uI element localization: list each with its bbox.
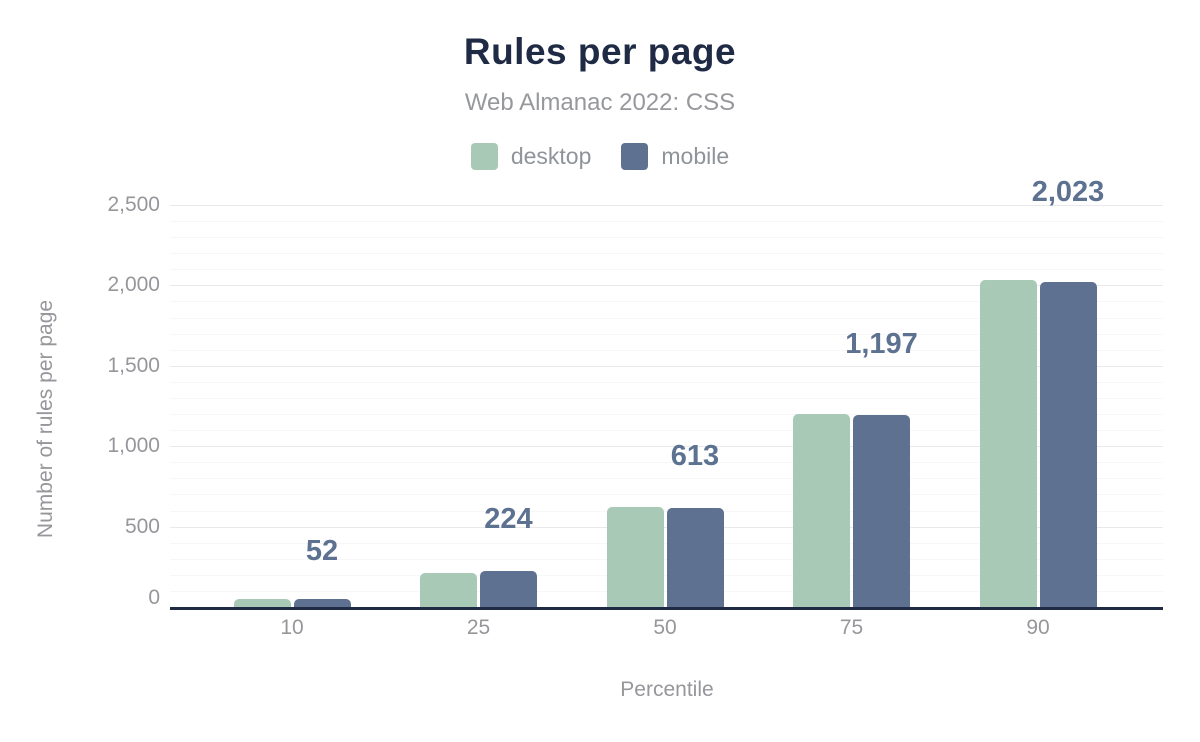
bar-mobile-p25[interactable]: [480, 570, 537, 607]
legend-label-mobile: mobile: [661, 142, 730, 169]
x-axis-title: Percentile: [620, 678, 714, 701]
bar-desktop-p90[interactable]: [979, 279, 1037, 607]
gridline-minor: [170, 333, 1163, 335]
bar-desktop-p25[interactable]: [420, 573, 477, 607]
chart-title: Rules per page: [463, 31, 737, 72]
gridline-minor: [170, 317, 1163, 319]
gridline-major: [170, 285, 1163, 287]
x-tick-label: 50: [653, 616, 677, 639]
data-label-p25: 224: [484, 502, 533, 535]
gridline-major: [170, 205, 1163, 206]
x-tick-label: 10: [280, 616, 304, 639]
y-tick-label: 1,000: [107, 434, 160, 458]
gridline-minor: [170, 349, 1163, 351]
gridline-minor: [170, 269, 1163, 271]
legend-swatch-desktop: [470, 142, 498, 170]
gridline-minor: [170, 221, 1163, 223]
gridline-minor: [170, 381, 1163, 383]
legend-swatch-mobile: [621, 142, 649, 170]
bar-mobile-p90[interactable]: [1039, 281, 1097, 607]
gridline-minor: [170, 494, 1163, 496]
x-axis-line: [170, 607, 1163, 610]
chart-subtitle: Web Almanac 2022: CSS: [464, 89, 736, 116]
bar-desktop-p50[interactable]: [606, 507, 664, 607]
y-axis-title: Number of rules per page: [34, 299, 57, 539]
bar-mobile-p75[interactable]: [853, 414, 910, 607]
gridline-minor: [170, 462, 1163, 464]
x-tick-label: 75: [839, 616, 864, 639]
y-tick-label: 2,500: [107, 193, 160, 216]
data-label-p75: 1,197: [845, 327, 918, 360]
gridline-minor: [170, 478, 1163, 480]
gridline-minor: [170, 301, 1163, 303]
gridline-minor: [170, 430, 1163, 432]
gridline-minor: [170, 237, 1163, 239]
data-label-p50: 613: [670, 440, 720, 473]
gridline-major: [170, 446, 1163, 448]
legend: desktop mobile: [0, 140, 1200, 172]
legend-label-desktop: desktop: [510, 142, 592, 169]
bar-desktop-p75[interactable]: [793, 414, 850, 607]
gridline-minor: [170, 397, 1163, 399]
bar-mobile-p50[interactable]: [666, 508, 724, 607]
bar-mobile-p10[interactable]: [293, 598, 351, 607]
y-tick-label: 0: [148, 586, 160, 609]
legend-item-mobile[interactable]: mobile: [621, 142, 730, 170]
gridline-major: [170, 365, 1163, 367]
x-tick-label: 25: [466, 616, 491, 639]
data-label-p10: 52: [305, 534, 339, 567]
y-tick-label: 1,500: [107, 353, 160, 377]
gridline-minor: [170, 414, 1163, 416]
y-tick-label: 2,000: [107, 273, 160, 297]
data-label-p90: 2,023: [1031, 175, 1105, 208]
legend-item-desktop[interactable]: desktop: [470, 142, 592, 170]
x-tick-label: 90: [1026, 616, 1050, 639]
y-tick-label: 500: [124, 514, 160, 538]
bar-desktop-p10[interactable]: [233, 598, 291, 607]
gridline-minor: [170, 253, 1163, 255]
